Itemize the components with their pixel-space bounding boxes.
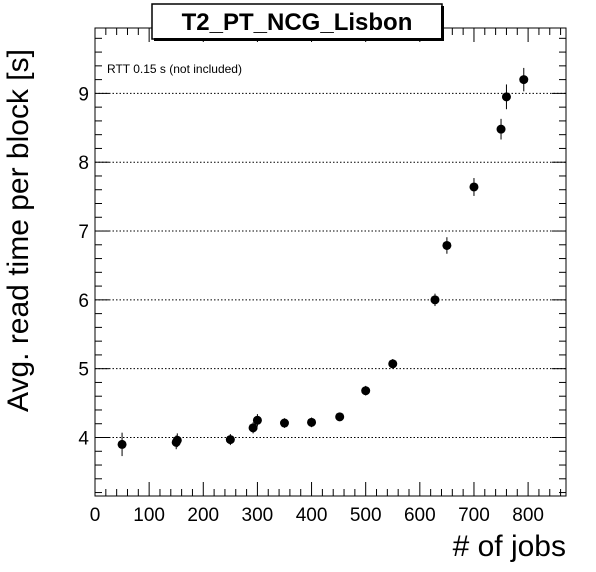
x-tick-label: 300 xyxy=(242,505,274,526)
y-tick-label: 8 xyxy=(78,153,89,174)
data-point xyxy=(307,417,317,427)
annotation-text: RTT 0.15 s (not included) xyxy=(107,62,242,76)
data-point xyxy=(335,412,345,422)
data-point xyxy=(501,92,511,102)
data-point xyxy=(248,423,258,433)
axis-ticks xyxy=(94,28,566,496)
data-point xyxy=(469,182,479,192)
y-tick-label: 6 xyxy=(78,291,89,312)
x-tick-label: 0 xyxy=(90,505,101,526)
x-tick-label: 500 xyxy=(350,505,382,526)
data-point xyxy=(496,124,506,134)
data-point xyxy=(388,359,398,369)
data-points xyxy=(117,67,529,457)
y-tick-label: 4 xyxy=(78,429,89,450)
x-tick-label: 200 xyxy=(187,505,219,526)
y-axis-title: Avg. read time per block [s] xyxy=(2,49,35,412)
data-point xyxy=(225,435,235,445)
x-tick-label: 400 xyxy=(296,505,328,526)
data-point xyxy=(117,439,127,449)
chart-title: T2_PT_NCG_Lisbon xyxy=(182,9,413,36)
x-tick-label: 700 xyxy=(458,505,490,526)
x-axis-title: # of jobs xyxy=(453,530,566,563)
data-point xyxy=(252,415,262,425)
title-box: T2_PT_NCG_Lisbon xyxy=(151,3,444,41)
data-point xyxy=(442,240,452,250)
data-point xyxy=(519,75,529,85)
data-point xyxy=(279,418,289,428)
data-point xyxy=(361,386,371,396)
x-tick-label: 600 xyxy=(404,505,436,526)
grid xyxy=(95,92,566,438)
y-tick-label: 5 xyxy=(78,360,89,381)
y-tick-label: 9 xyxy=(78,84,89,105)
tick-labels: 0 100 200 300 400 500 600 700 800 4 5 6 7 8 9 xyxy=(78,84,544,526)
x-tick-label: 100 xyxy=(133,505,165,526)
data-point xyxy=(430,295,440,305)
x-tick-label: 800 xyxy=(512,505,544,526)
data-point xyxy=(172,435,182,445)
y-tick-label: 7 xyxy=(78,222,89,243)
